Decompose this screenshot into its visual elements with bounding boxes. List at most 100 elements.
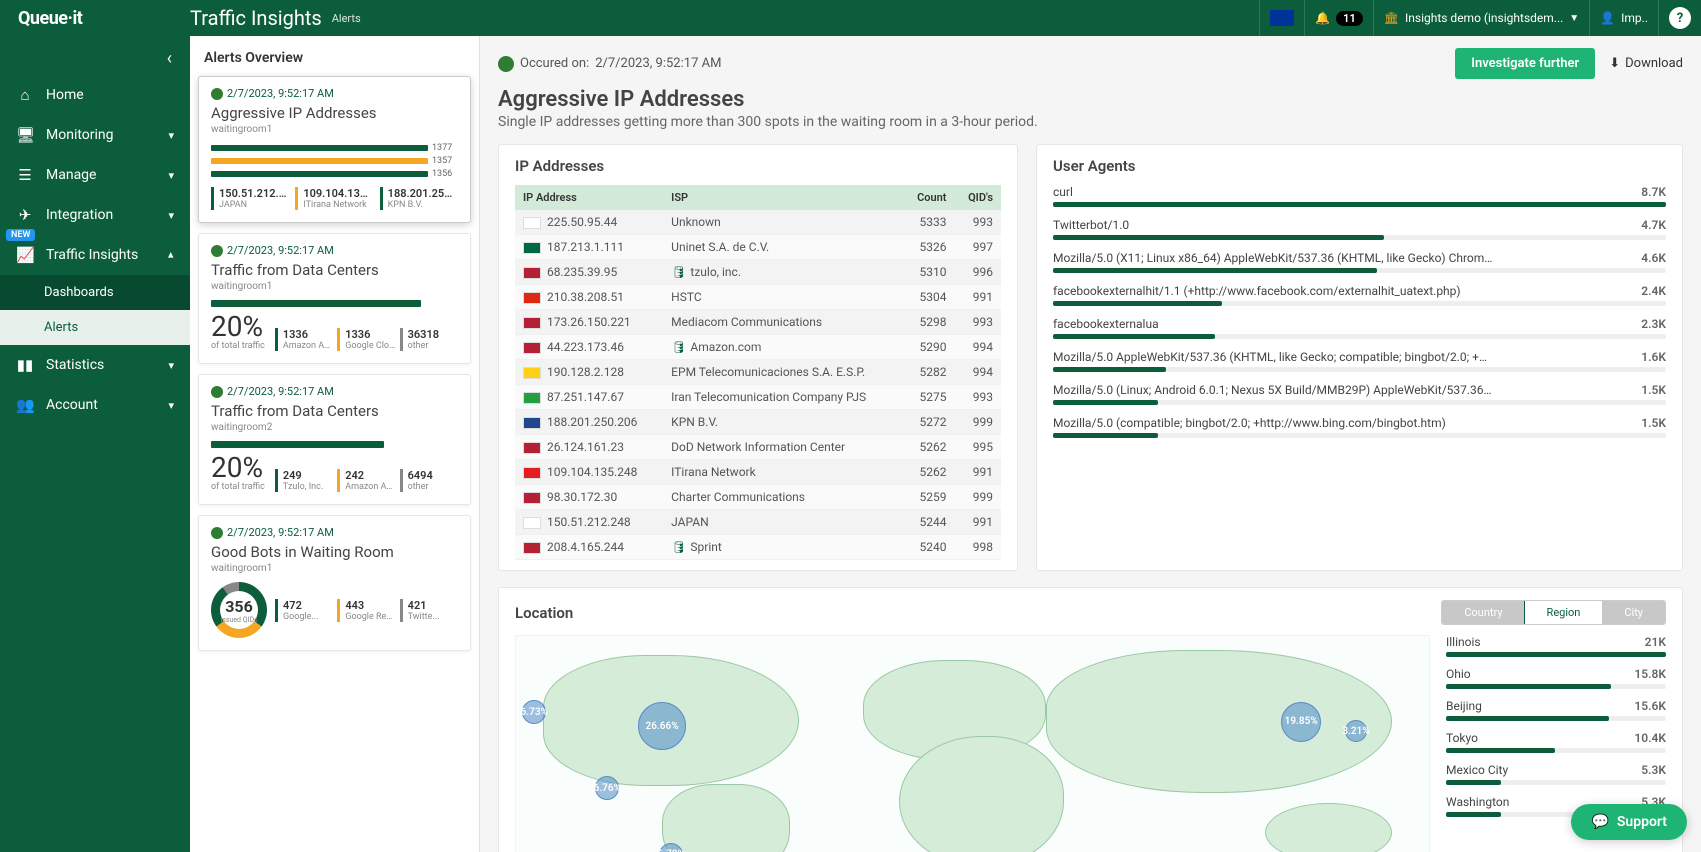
nav-label: Account [46,397,98,413]
alert-card[interactable]: 2/7/2023, 9:52:17 AM Aggressive IP Addre… [198,76,471,223]
flag-icon [523,542,541,554]
user-agents-panel: User Agents curl8.7K Twitterbot/1.04.7K … [1036,144,1683,571]
sidebar-item-home[interactable]: ⌂Home [0,75,190,115]
occurred-timestamp: Occured on: 2/7/2023, 9:52:17 AM [498,56,721,72]
alert-card[interactable]: 2/7/2023, 9:52:17 AM Traffic from Data C… [198,233,471,364]
chevron-down-icon: ▾ [168,359,174,372]
chat-icon: 💬 [1591,814,1608,830]
bell-icon: 🔔 [1315,11,1330,25]
world-map[interactable]: 26.66%6.73%6.76%6.72%19.85%3.21% [515,635,1430,852]
ip-panel-title: IP Addresses [515,157,1001,175]
sidebar-item-traffic-insights[interactable]: NEW📈Traffic Insights▾ [0,235,190,275]
location-panel-title: Location [515,604,573,622]
nav-label: Home [46,87,84,103]
clock-icon [498,56,514,72]
new-badge: NEW [6,229,35,241]
ip-table-row[interactable]: 225.50.95.44 Unknown 5333993 [515,210,1001,235]
ip-table-row[interactable]: 208.4.165.244 🛢Sprint 5240998 [515,535,1001,560]
nav-icon: ☰ [16,166,34,184]
sidebar-sub-alerts[interactable]: Alerts [0,310,190,345]
sidebar-item-statistics[interactable]: ▮▮Statistics▾ [0,345,190,385]
ip-table-header[interactable]: IP Address [515,185,663,210]
ip-table-header[interactable]: QID's [954,185,1001,210]
flag-icon [523,267,541,279]
location-tab-country[interactable]: Country [1442,601,1524,624]
user-agent-row: Mozilla/5.0 (Linux; Android 6.0.1; Nexus… [1053,383,1666,405]
clock-icon [211,386,223,398]
location-tab-region[interactable]: Region [1524,600,1604,625]
nav-icon: 📈 [16,246,34,264]
page-title: Traffic Insights [190,6,322,30]
nav-icon: 👥 [16,396,34,414]
flag-icon [523,417,541,429]
chevron-down-icon: ▾ [168,129,174,142]
ip-table-row[interactable]: 173.26.150.221 Mediacom Communications 5… [515,310,1001,335]
nav-label: Traffic Insights [46,247,138,263]
location-panel: Location CountryRegionCity 26.66%6.73%6.… [498,587,1683,852]
database-icon: 🛢 [671,340,686,354]
main-content: Occured on: 2/7/2023, 9:52:17 AM Investi… [480,36,1701,852]
user-agent-row: curl8.7K [1053,185,1666,207]
download-button[interactable]: ⬇ Download [1609,56,1683,71]
clock-icon [211,88,223,100]
ip-table-row[interactable]: 44.223.173.46 🛢Amazon.com 5290994 [515,335,1001,360]
chevron-down-icon: ▼ [1569,13,1579,24]
ip-table-row[interactable]: 210.38.208.51 HSTC 5304991 [515,285,1001,310]
region-flag[interactable] [1259,0,1304,36]
ip-table-row[interactable]: 26.124.161.23 DoD Network Information Ce… [515,435,1001,460]
user-agent-row: Mozilla/5.0 (X11; Linux x86_64) AppleWeb… [1053,251,1666,273]
account-switcher[interactable]: 🏛 Insights demo (insightsdem... ▼ [1373,0,1589,36]
investigate-further-button[interactable]: Investigate further [1455,48,1595,79]
ip-table-header[interactable]: ISP [663,185,903,210]
location-tab-city[interactable]: City [1602,601,1665,624]
help-icon: ? [1669,7,1691,29]
collapse-sidebar-button[interactable]: ‹ [0,36,190,75]
user-menu[interactable]: 👤 Imp.. [1589,0,1658,36]
map-bubble[interactable]: 3.21% [1345,720,1367,742]
nav-icon: ✈ [16,206,34,224]
ip-table-row[interactable]: 98.30.172.30 Charter Communications 5259… [515,485,1001,510]
ip-table-row[interactable]: 87.251.147.67 Iran Telecomunication Comp… [515,385,1001,410]
chevron-down-icon: ▾ [168,399,174,412]
ip-table-row[interactable]: 150.51.212.248 JAPAN 5244991 [515,510,1001,535]
flag-icon [523,317,541,329]
account-label: Insights demo (insightsdem... [1405,11,1563,25]
ip-table-row[interactable]: 188.201.250.206 KPN B.V. 5272999 [515,410,1001,435]
sidebar: ‹ ⌂Home🖥Monitoring▾☰Manage▾ ✈ Integration ▾… [0,36,190,852]
sidebar-item-manage[interactable]: ☰Manage▾ [0,155,190,195]
database-icon: 🛢 [671,540,686,554]
logo[interactable]: Queue·it [0,8,190,29]
map-bubble[interactable]: 19.85% [1281,702,1321,742]
alert-card[interactable]: 2/7/2023, 9:52:17 AM Traffic from Data C… [198,374,471,505]
user-agent-row: Mozilla/5.0 (compatible; bingbot/2.0; +h… [1053,416,1666,438]
ip-table-row[interactable]: 68.235.39.95 🛢tzulo, inc. 5310996 [515,260,1001,285]
ip-table-header[interactable]: Count [903,185,955,210]
location-list-row: Tokyo10.4K [1446,731,1666,753]
flag-icon [523,492,541,504]
notification-count: 11 [1336,11,1363,26]
building-icon: 🏛 [1384,11,1399,25]
location-list-row: Mexico City5.3K [1446,763,1666,785]
help-button[interactable]: ? [1658,0,1701,36]
clock-icon [211,245,223,257]
sidebar-sub-dashboards[interactable]: Dashboards [0,275,190,310]
flag-icon [523,517,541,529]
chevron-down-icon: ▾ [168,249,174,262]
ip-table-row[interactable]: 190.128.2.128 EPM Telecomunicaciones S.A… [515,360,1001,385]
ip-table-row[interactable]: 109.104.135.248 ITirana Network 5262991 [515,460,1001,485]
flag-icon [523,367,541,379]
nav-label: Integration [46,207,113,223]
support-button[interactable]: 💬 Support [1571,804,1687,840]
nav-icon: ▮▮ [16,356,34,374]
flag-icon [523,217,541,229]
alerts-overview-pane: Alerts Overview 2/7/2023, 9:52:17 AM Agg… [190,36,480,852]
ua-panel-title: User Agents [1053,157,1666,175]
ip-table-row[interactable]: 187.213.1.111 Uninet S.A. de C.V. 532699… [515,235,1001,260]
alert-card[interactable]: 2/7/2023, 9:52:17 AM Good Bots in Waitin… [198,515,471,651]
sidebar-item-account[interactable]: 👥 Account ▾ [0,385,190,425]
map-bubble[interactable]: 6.76% [595,776,619,800]
flag-icon [523,467,541,479]
notifications-button[interactable]: 🔔 11 [1304,0,1373,36]
location-list-row: Beijing15.6K [1446,699,1666,721]
sidebar-item-monitoring[interactable]: 🖥Monitoring▾ [0,115,190,155]
